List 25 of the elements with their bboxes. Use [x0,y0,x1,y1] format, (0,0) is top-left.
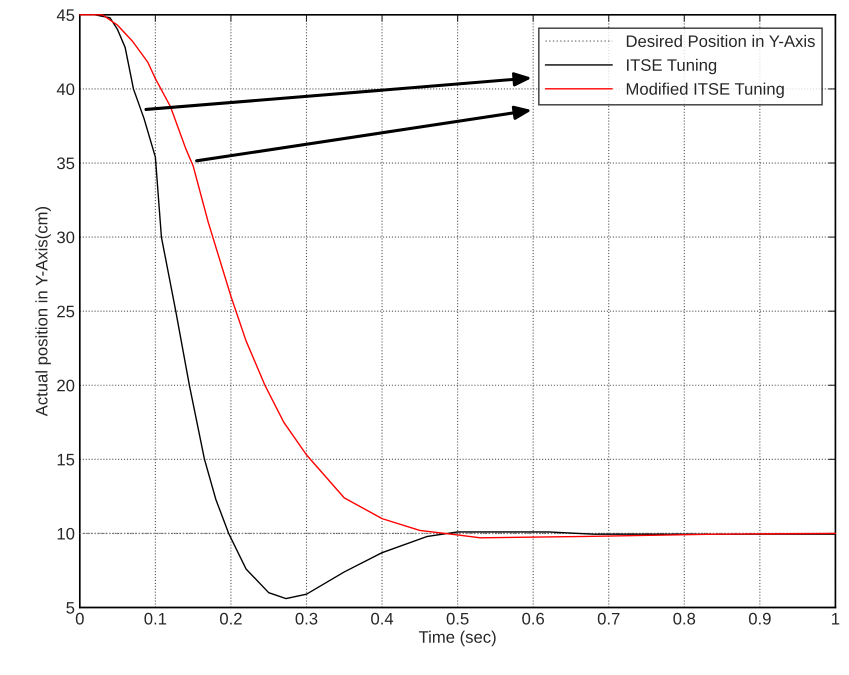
y-tick-label: 25 [57,306,74,318]
x-tick-label: 0.9 [748,612,771,625]
legend-label: Modified ITSE Tuning [626,82,784,98]
legend-label: ITSE Tuning [627,58,716,74]
x-tick-label: 0.3 [296,612,318,625]
y-tick-label: 5 [66,602,74,614]
y-axis-title: Actual position in Y-Axis(cm) [35,207,51,416]
x-tick-label: 0.8 [673,612,696,625]
x-axis-title: Time (sec) [418,630,496,646]
x-tick-label: 0.2 [220,612,242,625]
x-tick-label: 0.6 [522,612,544,625]
x-tick-label: 0.7 [598,612,620,625]
y-tick-label: 45 [56,9,74,22]
y-tick-label: 20 [57,380,74,392]
x-tick-label: 0 [76,612,84,625]
x-tick-label: 0.5 [446,612,468,625]
y-tick-label: 30 [57,231,74,244]
y-tick-label: 10 [58,528,74,540]
x-tick-label: 0.1 [144,612,166,625]
y-tick-label: 35 [57,157,74,170]
legend-label: Desired Position in Y-Axis [626,34,815,48]
x-tick-label: 1 [832,612,840,624]
x-tick-label: 0.4 [371,612,394,625]
y-tick-label: 15 [58,454,74,466]
y-tick-label: 40 [56,83,74,96]
